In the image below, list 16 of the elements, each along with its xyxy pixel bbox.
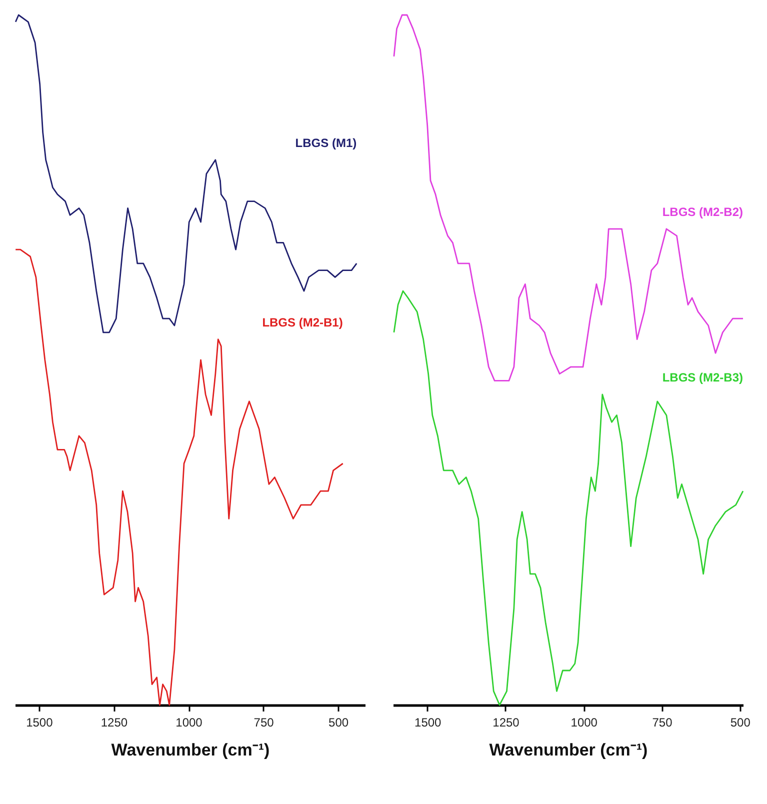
x-tick-label: 1500: [414, 716, 442, 730]
text: LBGS (M2-B1): [262, 315, 343, 330]
series-label: LBGS (M2-B3): [662, 370, 743, 384]
x-tick-label: 500: [730, 716, 751, 730]
x-axis-title: Wavenumber (cm⁻¹): [111, 740, 270, 760]
x-tick-label: 500: [328, 716, 349, 730]
x-tick-label: 1000: [570, 716, 598, 730]
x-tick-label: 1250: [492, 716, 520, 730]
x-axis-title: Wavenumber (cm⁻¹): [489, 740, 648, 760]
x-tick-label: 1500: [26, 716, 54, 730]
x-tick-label: 750: [254, 716, 274, 730]
series-label: LBGS (M2-B2): [662, 204, 743, 219]
text: LBGS (M1): [295, 136, 357, 150]
x-tick-label: 1250: [100, 716, 128, 730]
x-tick-label: 750: [652, 716, 673, 730]
x-tick-label: 1000: [176, 716, 203, 730]
